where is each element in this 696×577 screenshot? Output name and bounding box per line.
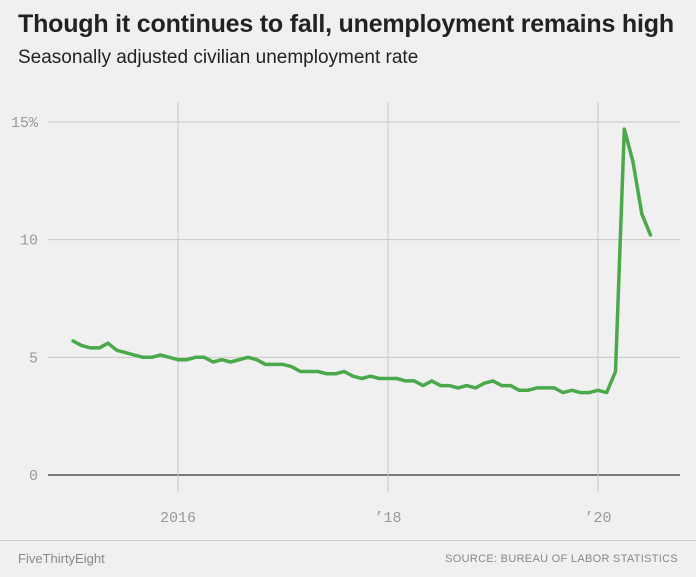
footer-divider — [0, 540, 696, 541]
x-tick-label: 2016 — [160, 510, 196, 527]
chart-title: Though it continues to fall, unemploymen… — [18, 10, 674, 38]
source-label: SOURCE: BUREAU OF LABOR STATISTICS — [445, 553, 678, 565]
y-tick-label: 15% — [11, 115, 39, 132]
x-tick-label: ’18 — [374, 510, 401, 527]
x-tick-label: ’20 — [584, 510, 611, 527]
series-line — [71, 127, 653, 395]
y-tick-label: 5 — [29, 350, 38, 367]
brand-label: FiveThirtyEight — [18, 551, 105, 566]
chart-subtitle: Seasonally adjusted civilian unemploymen… — [18, 47, 419, 68]
y-tick-label: 10 — [20, 233, 38, 250]
y-tick-label: 0 — [29, 468, 38, 485]
